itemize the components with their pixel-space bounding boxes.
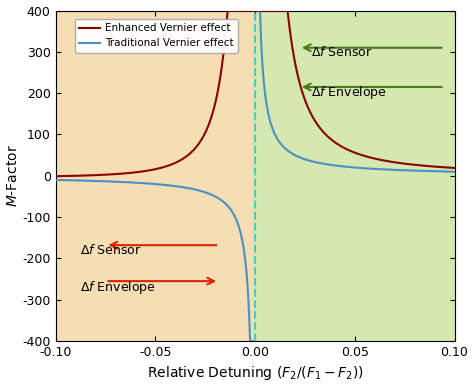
X-axis label: Relative Detuning ($F_2/(F_1-F_2)$): Relative Detuning ($F_2/(F_1-F_2)$): [146, 364, 364, 383]
Bar: [255, 10, 455, 341]
Y-axis label: $M$-Factor: $M$-Factor: [6, 144, 19, 207]
Text: $\Delta f$ Sensor: $\Delta f$ Sensor: [80, 243, 141, 257]
Text: $\Delta f$ Sensor: $\Delta f$ Sensor: [311, 45, 373, 59]
Text: $\Delta f$ Envelope: $\Delta f$ Envelope: [80, 279, 155, 296]
Legend: Enhanced Vernier effect, Traditional Vernier effect: Enhanced Vernier effect, Traditional Ver…: [75, 19, 238, 53]
Text: $\Delta f$ Envelope: $\Delta f$ Envelope: [311, 85, 387, 102]
Bar: [55, 10, 255, 341]
